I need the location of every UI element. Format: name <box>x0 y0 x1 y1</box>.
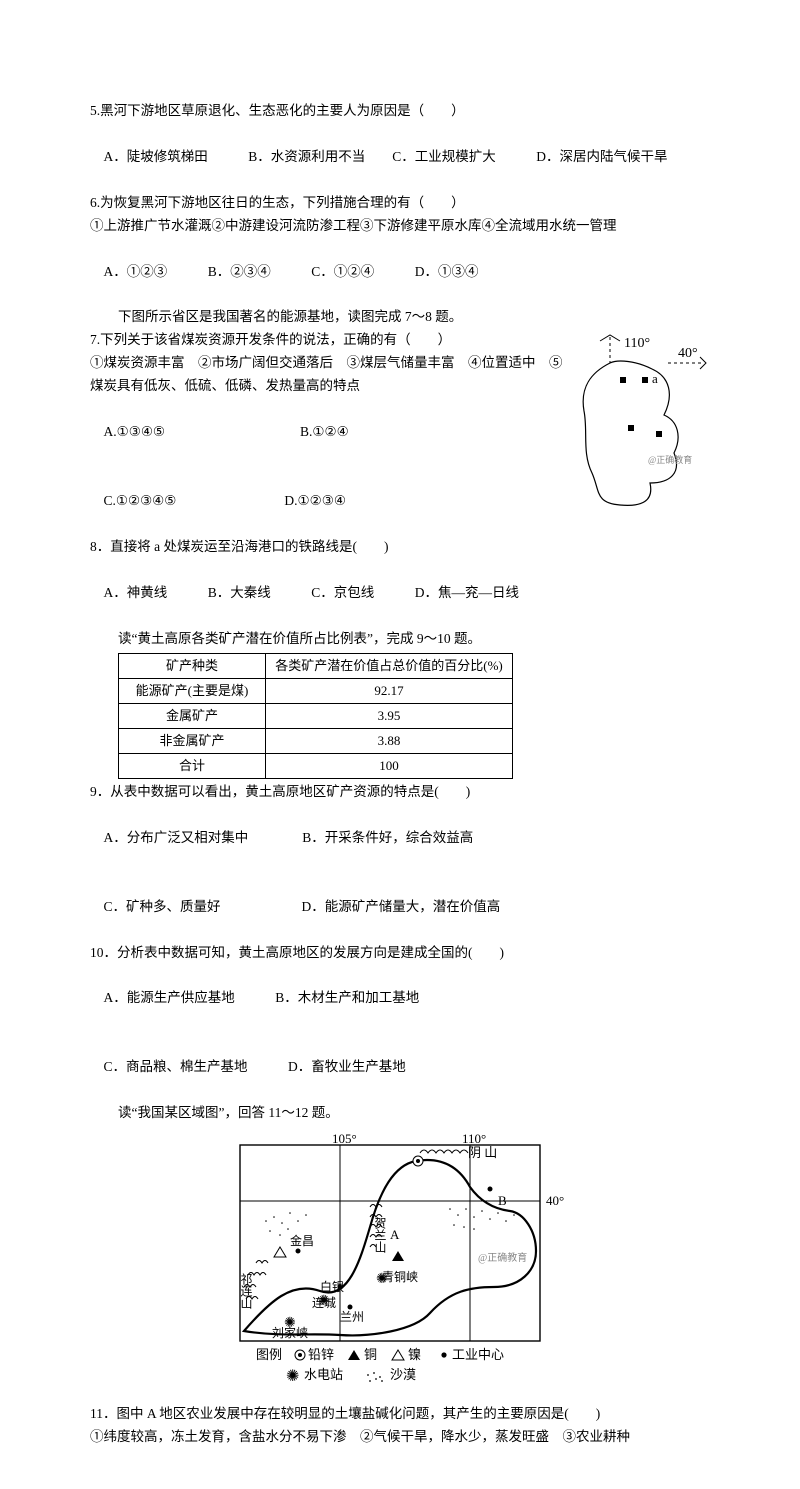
th-0: 矿产种类 <box>119 653 266 678</box>
q5-optA: A．陡坡修筑梯田 <box>104 149 208 164</box>
map-lon-label: 110° <box>624 336 650 351</box>
q8-optB: B．大秦线 <box>208 585 271 600</box>
q10-row1: A．能源生产供应基地 B．木材生产和加工基地 <box>90 964 710 1033</box>
intro-11-12: 读“我国某区域图”，回答 11～12 题。 <box>90 1102 710 1125</box>
q7-optD: D.①②③④ <box>284 493 346 508</box>
q10-optD: D．畜牧业生产基地 <box>288 1059 406 1074</box>
q9-optA: A．分布广泛又相对集中 <box>104 830 249 845</box>
td-0-0: 能源矿产(主要是煤) <box>119 678 266 703</box>
q6-sub: ①上游推广节水灌溉②中游建设河流防渗工程③下游修建平原水库④全流域用水统一管理 <box>90 215 710 238</box>
table-header-row: 矿产种类 各类矿产潜在价值占总价值的百分比(%) <box>119 653 513 678</box>
fig-liujiaxia: 刘家峡 <box>272 1325 308 1340</box>
map-lat-label: 40° <box>678 346 698 361</box>
table-row: 金属矿产 3.95 <box>119 703 513 728</box>
q10-optC: C．商品粮、棉生产基地 <box>104 1059 248 1074</box>
q5-stem: 5.黑河下游地区草原退化、生态恶化的主要人为原因是（ ） <box>90 100 710 123</box>
q9-stem: 9．从表中数据可以看出，黄土高原地区矿产资源的特点是( ) <box>90 781 710 804</box>
svg-text:✺: ✺ <box>286 1368 299 1385</box>
q5-optD: D．深居内陆气候干旱 <box>536 149 667 164</box>
q9-row1: A．分布广泛又相对集中 B．开采条件好，综合效益高 <box>90 804 710 873</box>
td-2-1: 3.88 <box>266 728 513 753</box>
fig-lat40: 40° <box>546 1193 564 1208</box>
q8-stem: 8．直接将 a 处煤炭运至沿海港口的铁路线是( ) <box>90 536 710 559</box>
fig-liancheng: 连城 <box>312 1295 336 1310</box>
q8-options: A．神黄线 B．大秦线 C．京包线 D．焦—兖—日线 <box>90 559 710 628</box>
q10-optB: B．木材生产和加工基地 <box>275 990 419 1005</box>
map-7-8: 110° 40° a @正确教育 <box>570 333 710 513</box>
q7-optC: C.①②③④⑤ <box>104 493 177 508</box>
q6-optB: B．②③④ <box>208 264 271 279</box>
intro-7-8: 下图所示省区是我国著名的能源基地，读图完成 7～8 题。 <box>90 306 710 329</box>
td-0-1: 92.17 <box>266 678 513 703</box>
intro-9-10: 读“黄土高原各类矿产潜在价值所占比例表”，完成 9～10 题。 <box>90 628 710 651</box>
q7-optA: A.①③④⑤ <box>104 424 166 439</box>
region-figure: 105° 110° 40° <box>220 1131 580 1391</box>
td-3-0: 合计 <box>119 753 266 778</box>
fig-qilian: 祁连山 <box>239 1272 253 1309</box>
q9-optD: D．能源矿产储量大，潜在价值高 <box>302 899 501 914</box>
q8-optC: C．京包线 <box>311 585 374 600</box>
legend-desert: 沙漠 <box>390 1367 416 1382</box>
fig-jinchang: 金昌 <box>290 1233 314 1248</box>
legend-industry: 工业中心 <box>452 1347 504 1362</box>
q6-optC: C．①②④ <box>311 264 374 279</box>
td-3-1: 100 <box>266 753 513 778</box>
q5-optC: C．工业规模扩大 <box>392 149 496 164</box>
q6-optA: A．①②③ <box>104 264 168 279</box>
q8-optA: A．神黄线 <box>104 585 168 600</box>
legend-title: 图例 <box>256 1347 282 1362</box>
q5-optB: B．水资源利用不当 <box>248 149 365 164</box>
mineral-table: 矿产种类 各类矿产潜在价值占总价值的百分比(%) 能源矿产(主要是煤) 92.1… <box>118 653 513 779</box>
q10-optA: A．能源生产供应基地 <box>104 990 235 1005</box>
table-row: 非金属矿产 3.88 <box>119 728 513 753</box>
q9-row2: C．矿种多、质量好 D．能源矿产储量大，潜在价值高 <box>90 873 710 942</box>
fig-lanzhou: 兰州 <box>340 1310 364 1324</box>
q11-stem: 11．图中 A 地区农业发展中存在较明显的土壤盐碱化问题，其产生的主要原因是( … <box>90 1403 710 1426</box>
q9-optC: C．矿种多、质量好 <box>104 899 221 914</box>
map-point-a: a <box>652 371 658 386</box>
fig-A: A <box>390 1227 400 1242</box>
q5-options: A．陡坡修筑梯田 B．水资源利用不当 C．工业规模扩大 D．深居内陆气候干旱 <box>90 123 710 192</box>
table-row: 能源矿产(主要是煤) 92.17 <box>119 678 513 703</box>
table-row: 合计 100 <box>119 753 513 778</box>
fig-lon110: 110° <box>462 1131 486 1146</box>
map-watermark: @正确教育 <box>648 454 692 465</box>
fig-B: B <box>498 1193 507 1208</box>
fig-lon105: 105° <box>332 1131 357 1146</box>
q7-optB: B.①②④ <box>300 424 349 439</box>
q6-stem: 6.为恢复黑河下游地区往日的生态，下列措施合理的有（ ） <box>90 192 710 215</box>
fig-baiyin: 白银 <box>320 1279 344 1294</box>
q9-optB: B．开采条件好，综合效益高 <box>302 830 473 845</box>
q10-stem: 10．分析表中数据可知，黄土高原地区的发展方向是建成全国的( ) <box>90 942 710 965</box>
q8-optD: D．焦—兖—日线 <box>415 585 519 600</box>
q6-optD: D．①③④ <box>415 264 479 279</box>
q6-options: A．①②③ B．②③④ C．①②④ D．①③④ <box>90 238 710 307</box>
fig-watermark: @正确教育 <box>478 1251 527 1264</box>
td-2-0: 非金属矿产 <box>119 728 266 753</box>
fig-qingtongxia: 青铜峡 <box>382 1269 418 1284</box>
legend-pbzn: 铅锌 <box>308 1347 334 1362</box>
th-1: 各类矿产潜在价值占总价值的百分比(%) <box>266 653 513 678</box>
q11-sub: ①纬度较高，冻土发育，含盐水分不易下渗 ②气候干旱，降水少，蒸发旺盛 ③农业耕种 <box>90 1426 710 1449</box>
fig-hela: 贺兰山 <box>373 1217 387 1253</box>
td-1-0: 金属矿产 <box>119 703 266 728</box>
legend-hydro: 水电站 <box>304 1367 343 1382</box>
q10-row2: C．商品粮、棉生产基地 D．畜牧业生产基地 <box>90 1033 710 1102</box>
td-1-1: 3.95 <box>266 703 513 728</box>
legend-cu: 铜 <box>364 1347 377 1362</box>
fig-yinshan: 阴 山 <box>468 1145 497 1160</box>
legend-ni: 镍 <box>408 1347 421 1362</box>
